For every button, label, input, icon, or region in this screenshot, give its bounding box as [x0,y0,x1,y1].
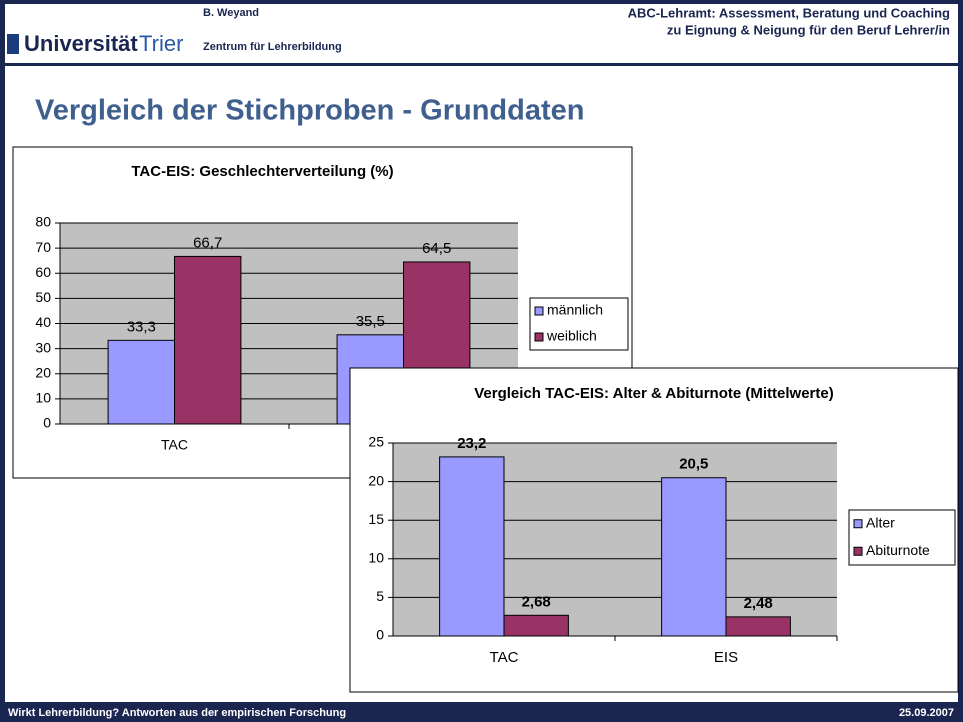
y-tick-label: 0 [43,415,51,431]
legend-label: Abiturnote [866,542,930,558]
right-border [958,0,963,722]
y-tick-label: 50 [35,289,51,305]
logo-word: Trier [139,31,183,56]
y-tick-label: 15 [368,511,384,527]
legend-label: männlich [547,302,603,318]
legend-label: Alter [866,514,895,530]
value-label: 66,7 [193,234,222,251]
bar [174,255,242,425]
unit: Zentrum für Lehrerbildung [203,41,342,53]
bar [439,456,505,637]
value-label: 20,5 [679,456,708,473]
legend-swatch [853,519,863,529]
y-tick-label: 60 [35,264,51,280]
left-border [0,0,5,722]
value-label: 23,2 [457,435,486,452]
y-tick-label: 10 [368,550,384,566]
y-tick-label: 70 [35,239,51,255]
project: ABC-Lehramt: Assessment, Beratung und Co… [628,5,950,20]
x-tick-label: TAC [161,437,188,453]
bar [725,616,791,637]
legend-swatch [534,332,544,342]
logo-word: Universität [24,31,138,56]
value-label: 64,5 [422,240,451,257]
y-tick-label: 25 [368,434,384,450]
footer-text: Wirkt Lehrerbildung? Antworten aus der e… [8,707,346,719]
x-tick-label: EIS [714,649,738,666]
slide-title: Vergleich der Stichproben - Grunddaten [35,95,584,127]
footer-date: 25.09.2007 [899,707,954,719]
x-tick-label: TAC [490,649,519,666]
top-border [0,0,963,4]
y-tick-label: 0 [376,627,384,643]
chart: Vergleich TAC-EIS: Alter & Abiturnote (M… [349,367,959,693]
bar [503,614,569,637]
header-rule [5,63,958,66]
y-tick-label: 5 [376,588,384,604]
legend-swatch [853,546,863,556]
author: B. Weyand [203,7,259,19]
chart-title: Vergleich TAC-EIS: Alter & Abiturnote (M… [474,385,833,402]
logo-mark [7,34,19,54]
y-tick-label: 80 [35,214,51,230]
bar [661,477,727,637]
legend-box [529,297,629,351]
legend-swatch [534,306,544,316]
bar [107,339,175,425]
y-tick-label: 40 [35,314,51,330]
value-label: 2,68 [522,593,551,610]
y-tick-label: 20 [35,364,51,380]
charts: TAC-EIS: Geschlechterverteilung (%) 0 10 20… [12,146,959,693]
chart-title: TAC-EIS: Geschlechterverteilung (%) [131,163,393,180]
y-tick-label: 20 [368,472,384,488]
value-label: 35,5 [356,313,385,330]
y-tick-label: 30 [35,339,51,355]
value-label: 33,3 [127,318,156,335]
project: zu Eignung & Neigung für den Beruf Lehre… [667,22,950,37]
legend-box [848,509,956,566]
legend-label: weiblich [546,328,597,344]
chart: TAC-EIS: Geschlechterverteilung (%) 0 10 20… [12,146,633,479]
footer-bar [0,702,963,722]
value-label: 2,48 [744,595,773,612]
y-tick-label: 10 [35,390,51,406]
